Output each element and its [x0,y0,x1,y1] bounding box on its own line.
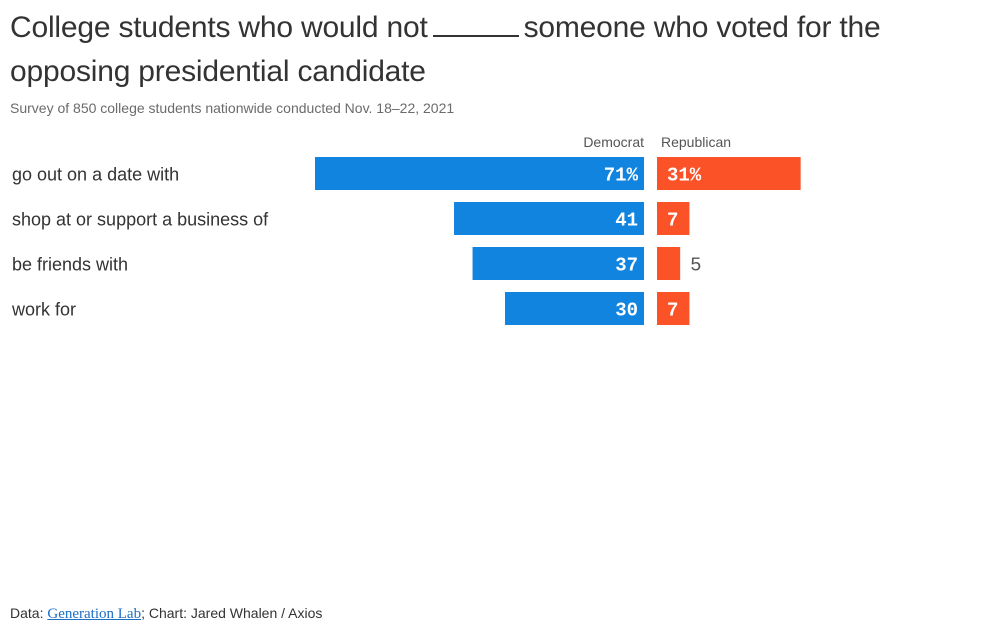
republican-value-label: 5 [690,255,701,277]
democrat-bar [454,202,644,235]
republican-bar [657,292,690,325]
footer-data-prefix: Data: [10,605,48,621]
democrat-bar [504,292,644,325]
legend-republican: Republican [661,134,732,150]
row-label: go out on a date with [12,165,179,185]
footer-credit: Data: Generation Lab; Chart: Jared Whale… [10,605,322,623]
bar-chart: go out on a date with 71% 31% shop at or su… [11,157,801,325]
republican-value-label: 7 [667,300,678,322]
democrat-value-label: 71% [604,165,639,187]
republican-value-label: 7 [667,210,678,232]
chart-subtitle: Survey of 850 college students nationwid… [10,100,455,116]
democrat-value-label: 37 [615,255,638,277]
republican-bar [657,157,801,190]
row-label: work for [11,300,76,320]
democrat-bar [315,157,644,190]
democrat-value-label: 41 [615,210,638,232]
footer-chart-credit: ; Chart: Jared Whalen / Axios [141,605,323,621]
title-part-1: College students who would not [10,11,428,44]
republican-bar [657,202,690,235]
title-part-2: someone who voted for the opposing presi… [10,11,881,88]
source-link[interactable]: Generation Lab [47,606,142,622]
republican-value-label: 31% [667,165,702,187]
title-blank-line [432,11,519,37]
democrat-bar [472,247,644,280]
row-label: shop at or support a business of [12,210,269,230]
legend-democrat: Democrat [583,134,644,150]
row-label: be friends with [12,255,128,275]
chart-title: College students who would not someone wh… [10,6,985,94]
democrat-value-label: 30 [615,300,638,322]
republican-bar [657,247,681,280]
